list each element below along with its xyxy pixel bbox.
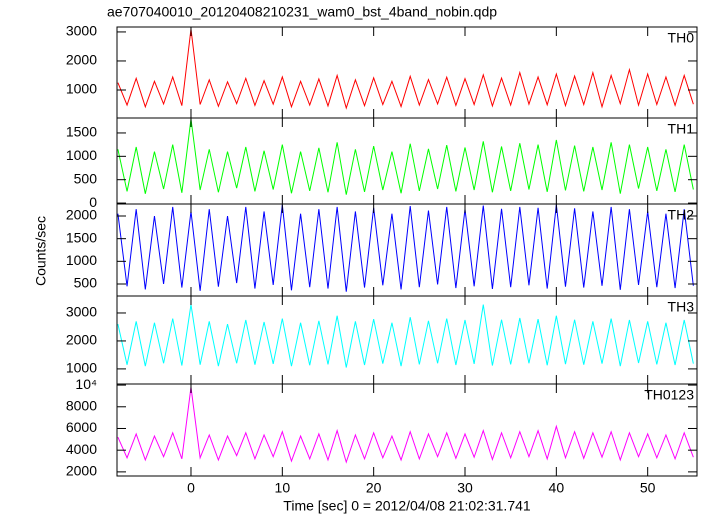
x-tick-label: 20	[366, 480, 382, 496]
panel-label: TH2	[668, 207, 695, 223]
y-tick-label: 1500	[66, 229, 97, 245]
x-tick-label: 0	[187, 480, 195, 496]
x-tick-label: 50	[640, 480, 656, 496]
panel-frame	[116, 26, 698, 119]
chart-title: ae707040010_20120408210231_wam0_bst_4ban…	[107, 4, 497, 20]
panel-label: TH0123	[644, 387, 694, 403]
y-tick-label: 1000	[66, 252, 97, 268]
y-tick-label: 1000	[66, 81, 97, 97]
y-tick-label: 10⁴	[75, 376, 97, 392]
x-tick-label: 40	[549, 480, 565, 496]
y-tick-label: 3000	[66, 304, 97, 320]
y-axis-label: Counts/sec	[33, 216, 49, 286]
data-line	[117, 28, 694, 110]
y-tick-label: 8000	[66, 397, 97, 413]
y-tick-label: 1000	[66, 360, 97, 376]
y-tick-label: 0	[89, 194, 97, 210]
data-line	[117, 118, 694, 195]
y-tick-label: 500	[74, 170, 98, 186]
panel-label: TH3	[668, 299, 695, 315]
y-tick-label: 2000	[66, 463, 97, 479]
y-tick-label: 2000	[66, 207, 97, 223]
y-tick-label: 1500	[66, 124, 97, 140]
x-axis-label: Time [sec] 0 = 2012/04/08 21:02:31.741	[283, 498, 531, 514]
panel-label: TH1	[668, 121, 695, 137]
y-tick-label: 6000	[66, 419, 97, 435]
x-tick-label: 30	[457, 480, 473, 496]
y-tick-label: 500	[74, 275, 98, 291]
y-tick-label: 2000	[66, 332, 97, 348]
panel-frame	[116, 383, 698, 477]
panel-frame	[116, 295, 698, 385]
y-tick-label: 1000	[66, 147, 97, 163]
data-line	[117, 304, 694, 368]
y-tick-label: 2000	[66, 52, 97, 68]
panel-label: TH0	[668, 30, 695, 46]
y-tick-label: 3000	[66, 23, 97, 39]
x-tick-label: 10	[275, 480, 291, 496]
data-line	[117, 387, 694, 464]
y-tick-label: 4000	[66, 441, 97, 457]
data-line	[117, 204, 694, 292]
